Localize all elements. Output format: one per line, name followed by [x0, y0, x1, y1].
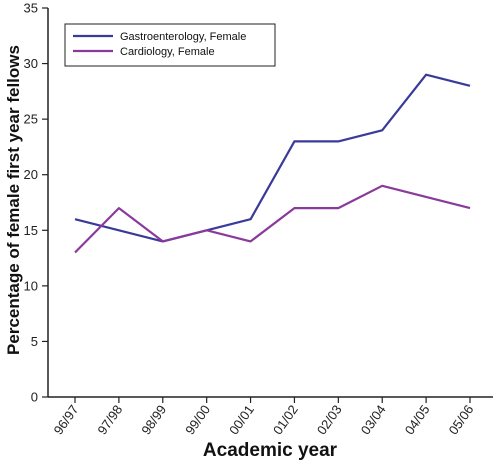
y-ticks: 0 5 10 15 20 25 30 35 [24, 1, 48, 405]
axes [47, 8, 493, 398]
x-ticks: 96/97 97/98 98/99 99/00 00/01 01/02 02/03 03/04… [51, 397, 477, 437]
y-tick-label: 15 [24, 223, 38, 238]
x-tick-label: 04/05 [402, 402, 433, 437]
y-tick-label: 5 [31, 334, 38, 349]
x-tick-label: 97/98 [94, 402, 125, 437]
x-tick-label: 05/06 [446, 402, 477, 437]
legend-label: Gastroenterology, Female [120, 31, 246, 43]
x-tick-label: 99/00 [182, 402, 213, 437]
x-tick-label: 02/03 [314, 402, 345, 437]
series-lines [74, 73, 471, 254]
legend-label: Cardiology, Female [120, 46, 215, 58]
y-tick-label: 35 [24, 1, 38, 16]
y-axis-title: Percentage of female first year fellows [4, 45, 23, 355]
x-axis-title: Academic year [203, 440, 338, 461]
x-tick-label: 98/99 [138, 402, 169, 437]
x-tick-label: 03/04 [358, 402, 389, 437]
series-line-gastroenterology [74, 73, 471, 243]
y-tick-label: 20 [24, 167, 38, 182]
series-line-cardiology [74, 184, 471, 254]
y-tick-label: 0 [31, 390, 38, 405]
y-tick-label: 25 [24, 112, 38, 127]
legend-box [64, 23, 276, 67]
y-tick-label: 30 [24, 56, 38, 71]
y-tick-label: 10 [24, 278, 38, 293]
x-tick-label: 96/97 [51, 402, 82, 437]
legend: Gastroenterology, Female Cardiology, Fema… [64, 23, 276, 67]
x-tick-label: 01/02 [270, 402, 301, 437]
x-tick-label: 00/01 [226, 402, 257, 437]
